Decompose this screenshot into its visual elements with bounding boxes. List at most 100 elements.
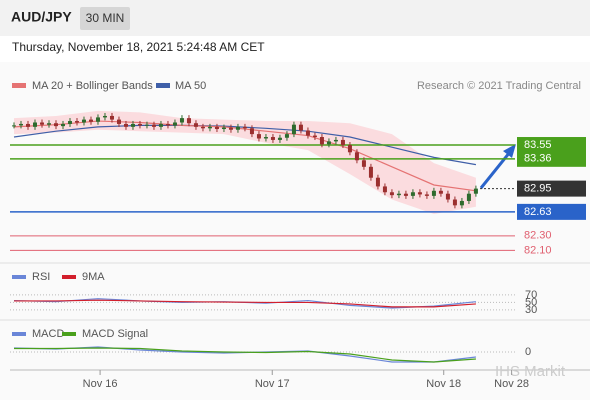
source: Research © 2021 Trading Central: [417, 80, 581, 92]
y-tick-label: 70: [525, 289, 537, 301]
candle-body: [305, 130, 310, 136]
candle-body: [214, 126, 219, 130]
candle-body: [263, 137, 268, 139]
candle-body: [445, 193, 450, 200]
legend-label: MA 50: [175, 80, 206, 92]
legend-swatch: [12, 275, 26, 279]
legend-label: MACD: [32, 328, 64, 340]
candle-body: [431, 190, 436, 196]
symbol: AUD/JPY: [11, 9, 72, 25]
legend-label: MA 20 + Bollinger Bands: [32, 80, 153, 92]
candle-body: [18, 123, 23, 126]
candle-body: [186, 118, 191, 124]
candle-body: [438, 190, 443, 194]
candle-body: [417, 192, 422, 195]
candle-body: [319, 137, 324, 145]
candle-body: [452, 199, 457, 206]
level-label: 82.30: [524, 230, 552, 242]
bollinger-band: [13, 110, 476, 215]
candle-body: [179, 118, 184, 123]
level-label: 83.36: [524, 153, 552, 165]
candle-body: [375, 177, 380, 187]
candle-body: [60, 123, 65, 127]
timestamp: Thursday, November 18, 2021 5:24:48 AM C…: [12, 40, 265, 54]
y-tick-label: 30: [525, 304, 537, 316]
candle-body: [144, 124, 149, 126]
level-label-bg: [517, 203, 586, 220]
level-label-bg: [517, 150, 586, 167]
candle-body: [270, 137, 275, 140]
candle-body: [291, 124, 296, 135]
y-tick-label: 50: [525, 296, 537, 308]
candle-body: [25, 123, 30, 127]
interval[interactable]: 30 MIN: [86, 11, 125, 25]
candle-body: [361, 160, 366, 167]
candle-body: [410, 192, 415, 196]
candle-body: [67, 121, 72, 124]
legend-label: 9MA: [82, 271, 105, 283]
candle-body: [368, 166, 373, 178]
candle-body: [207, 126, 212, 129]
watermark: IHS Markit: [495, 363, 566, 380]
forecast-arrow: [479, 151, 512, 189]
x-tick-label: Nov 18: [426, 378, 461, 390]
candle-body: [172, 122, 177, 126]
candle-body: [466, 193, 471, 201]
interval-button[interactable]: [80, 7, 130, 30]
candle-body: [81, 119, 86, 123]
candle-body: [312, 135, 317, 138]
candle-body: [382, 186, 387, 193]
candle-body: [102, 115, 107, 118]
legend-label: RSI: [32, 271, 50, 283]
candle-body: [221, 127, 226, 130]
candle-body: [256, 134, 261, 139]
x-tick-label: Nov 28: [494, 378, 529, 390]
candle-body: [151, 124, 156, 127]
candle-body: [74, 121, 79, 123]
x-tick-label: Nov 16: [83, 378, 118, 390]
legend-swatch: [156, 83, 170, 88]
level-label: 83.55: [524, 139, 552, 151]
candle-body: [11, 125, 16, 127]
candle-body: [277, 137, 282, 140]
candle-body: [53, 123, 58, 127]
candle-body: [123, 123, 128, 127]
candle-body: [459, 200, 464, 206]
candle-body: [88, 119, 93, 122]
macd-signal-line: [13, 347, 476, 363]
candle-body: [109, 115, 114, 120]
level-label: 82.95: [524, 183, 552, 195]
legend-swatch: [62, 332, 76, 336]
level-label: 82.10: [524, 244, 552, 256]
candle-body: [389, 192, 394, 196]
candle-body: [347, 145, 352, 153]
candle-body: [228, 127, 233, 130]
legend-swatch: [12, 83, 26, 88]
candle-body: [424, 194, 429, 196]
legend-swatch: [12, 332, 26, 336]
candle-body: [46, 123, 51, 125]
candle-body: [158, 123, 163, 127]
candle-body: [200, 126, 205, 129]
level-label-bg: [517, 137, 586, 154]
candle-body: [32, 122, 37, 127]
candle-body: [39, 122, 44, 125]
candle-body: [116, 119, 121, 124]
candle-body: [396, 193, 401, 196]
candle-body: [165, 123, 170, 126]
candle-body: [354, 152, 359, 161]
candle-body: [473, 188, 478, 194]
legend-label: MACD Signal: [82, 328, 148, 340]
candle-body: [298, 124, 303, 131]
candle-body: [403, 193, 408, 196]
level-label: 82.63: [524, 206, 552, 218]
candle-body: [137, 123, 142, 126]
rsi-ma9-line: [13, 299, 476, 308]
candle-body: [95, 117, 100, 122]
candle-body: [340, 139, 345, 146]
candle-body: [193, 123, 198, 127]
candle-body: [284, 134, 289, 138]
legend-swatch: [62, 275, 76, 279]
candle-body: [242, 126, 247, 129]
level-label-bg: [517, 180, 586, 197]
